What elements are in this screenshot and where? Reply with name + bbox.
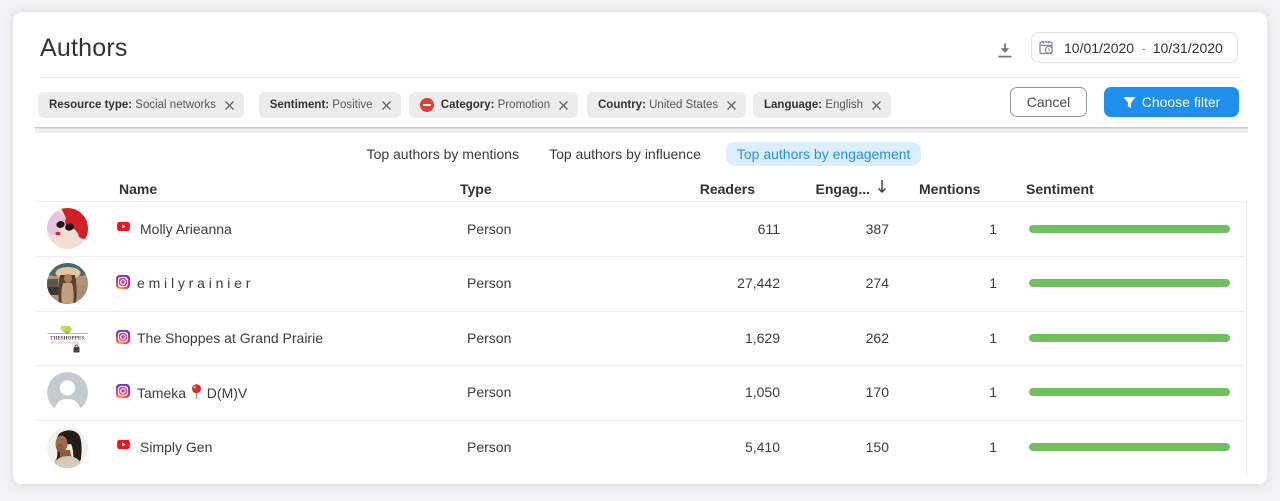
svg-text:AT GRAND PRAIRIE: AT GRAND PRAIRIE	[51, 340, 79, 344]
svg-text:THE: THE	[50, 335, 61, 341]
svg-text:SHOPPES: SHOPPES	[61, 335, 85, 341]
